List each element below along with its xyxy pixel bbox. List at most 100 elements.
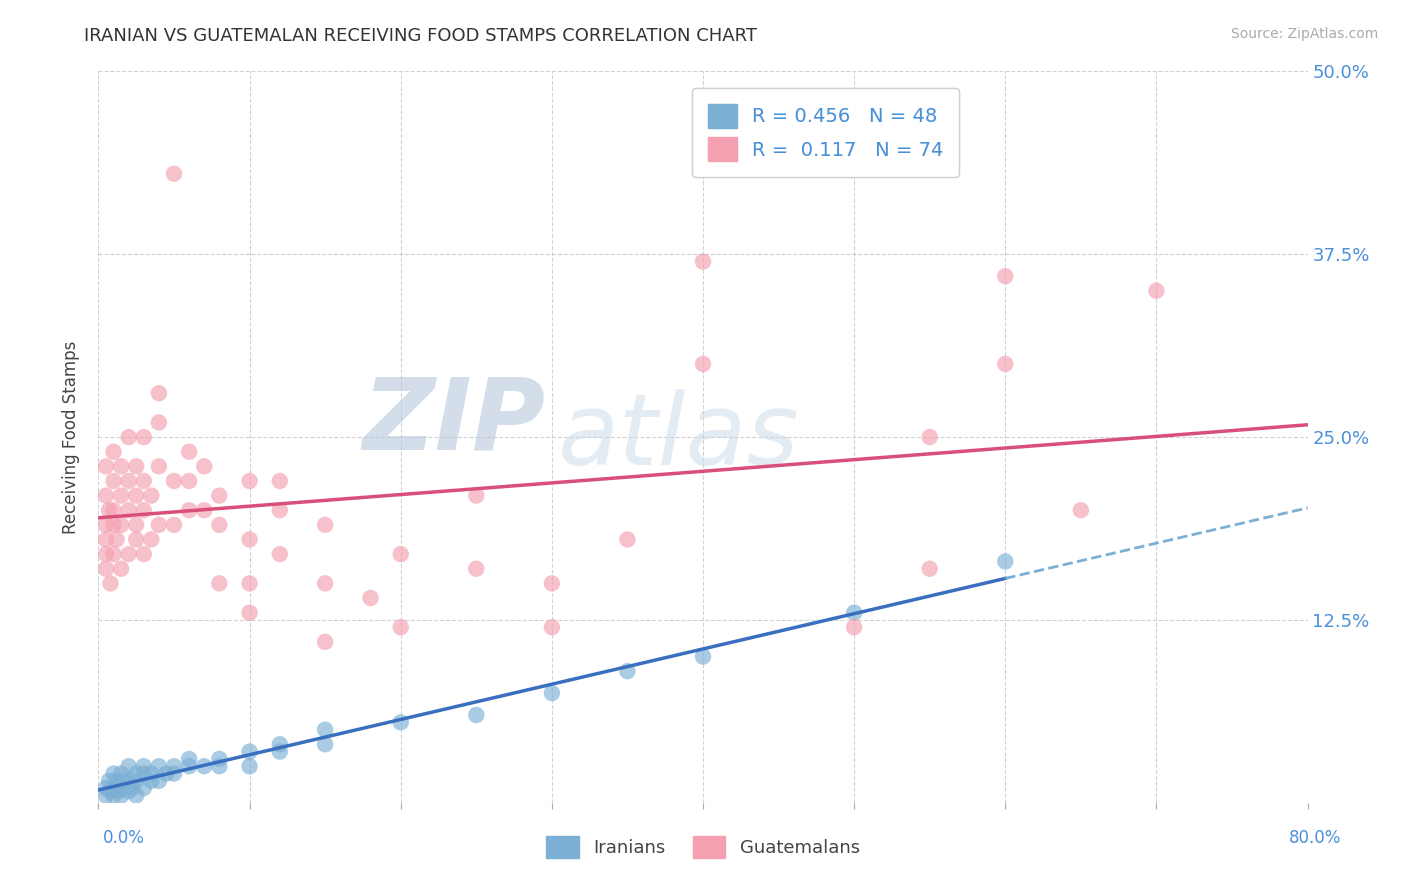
Point: [465, 708, 488, 723]
Point: [118, 474, 141, 488]
Point: [163, 517, 186, 532]
Point: [103, 444, 125, 458]
Point: [125, 766, 148, 780]
Point: [163, 167, 186, 181]
Point: [118, 773, 141, 788]
Point: [110, 489, 132, 503]
Point: [94, 547, 117, 561]
Point: [918, 430, 941, 444]
Point: [208, 576, 231, 591]
Point: [103, 517, 125, 532]
Point: [1144, 284, 1167, 298]
Point: [125, 773, 148, 788]
Point: [692, 254, 714, 268]
Point: [163, 474, 186, 488]
Point: [193, 759, 215, 773]
Point: [540, 576, 562, 591]
Point: [269, 547, 291, 561]
Point: [179, 503, 201, 517]
Point: [103, 474, 125, 488]
Point: [844, 620, 866, 634]
Point: [692, 357, 714, 371]
Point: [103, 766, 125, 780]
Point: [141, 533, 163, 547]
Point: [110, 781, 132, 796]
Point: [314, 737, 336, 751]
Point: [98, 503, 121, 517]
Point: [141, 489, 163, 503]
Point: [179, 474, 201, 488]
Text: atlas: atlas: [558, 389, 800, 485]
Point: [208, 489, 231, 503]
Point: [132, 781, 155, 796]
Point: [844, 606, 866, 620]
Point: [94, 517, 117, 532]
Point: [314, 635, 336, 649]
Point: [148, 773, 170, 788]
Y-axis label: Receiving Food Stamps: Receiving Food Stamps: [62, 341, 80, 533]
Legend: R = 0.456   N = 48, R =  0.117   N = 74: R = 0.456 N = 48, R = 0.117 N = 74: [692, 88, 959, 177]
Point: [100, 784, 122, 798]
Point: [132, 430, 155, 444]
Point: [111, 773, 134, 788]
Point: [994, 269, 1017, 284]
Point: [239, 533, 262, 547]
Point: [239, 606, 262, 620]
Point: [110, 517, 132, 532]
Point: [94, 533, 117, 547]
Point: [208, 517, 231, 532]
Point: [994, 554, 1017, 568]
Point: [239, 474, 262, 488]
Point: [148, 459, 170, 474]
Point: [110, 459, 132, 474]
Point: [103, 547, 125, 561]
Point: [179, 759, 201, 773]
Point: [208, 759, 231, 773]
Point: [918, 562, 941, 576]
Point: [94, 781, 117, 796]
Point: [125, 489, 148, 503]
Point: [179, 444, 201, 458]
Point: [193, 459, 215, 474]
Point: [314, 723, 336, 737]
Point: [389, 620, 412, 634]
Point: [125, 533, 148, 547]
Point: [193, 503, 215, 517]
Point: [105, 533, 128, 547]
Point: [148, 517, 170, 532]
Point: [141, 773, 163, 788]
Point: [121, 781, 143, 796]
Text: 80.0%: 80.0%: [1288, 829, 1341, 847]
Point: [239, 759, 262, 773]
Text: IRANIAN VS GUATEMALAN RECEIVING FOOD STAMPS CORRELATION CHART: IRANIAN VS GUATEMALAN RECEIVING FOOD STA…: [84, 27, 758, 45]
Text: Source: ZipAtlas.com: Source: ZipAtlas.com: [1230, 27, 1378, 41]
Point: [314, 576, 336, 591]
Point: [269, 745, 291, 759]
Point: [103, 781, 125, 796]
Point: [163, 766, 186, 780]
Point: [98, 773, 121, 788]
Point: [94, 459, 117, 474]
Point: [179, 752, 201, 766]
Point: [269, 474, 291, 488]
Point: [994, 357, 1017, 371]
Point: [103, 789, 125, 803]
Point: [141, 766, 163, 780]
Point: [118, 503, 141, 517]
Point: [389, 547, 412, 561]
Point: [118, 784, 141, 798]
Point: [94, 489, 117, 503]
Point: [269, 503, 291, 517]
Legend: Iranians, Guatemalans: Iranians, Guatemalans: [538, 829, 868, 865]
Point: [125, 789, 148, 803]
Point: [110, 562, 132, 576]
Point: [94, 789, 117, 803]
Point: [132, 759, 155, 773]
Point: [94, 562, 117, 576]
Point: [540, 686, 562, 700]
Point: [616, 664, 638, 678]
Point: [132, 503, 155, 517]
Point: [465, 562, 488, 576]
Point: [239, 576, 262, 591]
Point: [118, 759, 141, 773]
